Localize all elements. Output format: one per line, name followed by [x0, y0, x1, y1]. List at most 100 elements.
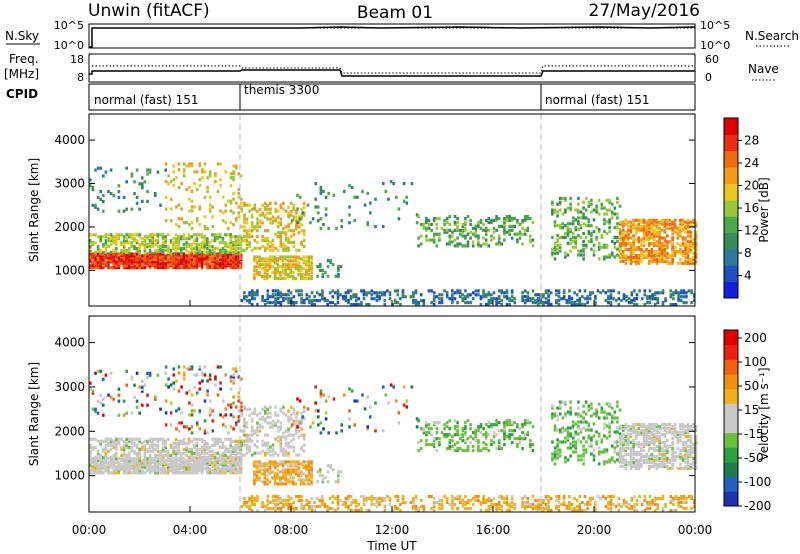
power-cell — [619, 232, 622, 236]
velocity-cell — [564, 414, 567, 418]
power-cell — [387, 197, 390, 201]
velocity-cell — [271, 470, 274, 474]
power-cell — [503, 218, 506, 223]
power-cell — [174, 241, 178, 245]
power-cell — [269, 301, 272, 305]
power-cell — [621, 238, 625, 242]
power-cell — [282, 231, 285, 235]
velocity-cell — [122, 399, 126, 403]
power-cell — [156, 258, 160, 262]
velocity-cell — [120, 465, 123, 469]
colorbar-swatch — [724, 183, 738, 201]
power-cell — [556, 239, 559, 243]
power-cell — [684, 255, 687, 259]
velocity-cell — [154, 443, 157, 447]
power-cell — [182, 256, 186, 260]
power-cell — [314, 182, 317, 186]
velocity-cell — [619, 454, 622, 458]
velocity-cell — [164, 399, 168, 403]
power-cell — [438, 297, 441, 301]
power-cell — [668, 261, 672, 265]
velocity-cell — [177, 451, 180, 455]
velocity-cell — [104, 453, 108, 457]
power-cell — [566, 226, 570, 230]
power-cell — [640, 224, 643, 228]
power-cell — [203, 226, 207, 231]
power-cell — [319, 189, 323, 193]
power-cell — [208, 266, 212, 270]
power-cell — [234, 245, 238, 249]
velocity-cell — [174, 453, 178, 457]
power-cell — [261, 213, 264, 217]
power-cell — [286, 259, 290, 263]
velocity-cell — [245, 425, 249, 429]
power-cell — [198, 164, 202, 168]
power-cell — [634, 246, 638, 250]
power-cell — [104, 239, 108, 243]
velocity-cell — [245, 433, 249, 437]
power-cell — [388, 291, 392, 295]
power-cell — [104, 248, 108, 253]
power-cell — [89, 252, 92, 256]
velocity-cell — [647, 422, 651, 427]
velocity-cell — [237, 447, 240, 451]
power-cell — [232, 266, 235, 270]
power-cell — [120, 254, 123, 258]
power-cell — [469, 236, 472, 240]
power-cell — [169, 264, 173, 268]
power-cell — [686, 234, 690, 238]
power-cell — [130, 207, 134, 211]
power-cell — [653, 293, 657, 297]
power-cell — [553, 241, 557, 245]
power-cell — [177, 262, 180, 266]
power-cell — [438, 232, 441, 236]
velocity-cell — [148, 461, 152, 465]
power-cell — [161, 264, 165, 268]
power-cell — [521, 295, 524, 299]
power-cell — [392, 182, 395, 186]
power-cell — [281, 255, 285, 259]
velocity-cell — [206, 455, 209, 459]
power-cell — [571, 245, 575, 249]
velocity-cell — [159, 467, 162, 471]
velocity-cell — [271, 449, 275, 453]
velocity-cell — [279, 443, 283, 447]
power-cell — [164, 237, 167, 241]
velocity-cell — [634, 432, 638, 436]
velocity-cell — [348, 409, 351, 413]
velocity-cell — [497, 439, 501, 443]
velocity-cell — [154, 455, 157, 459]
velocity-cell — [180, 455, 183, 459]
velocity-cell — [206, 465, 209, 469]
power-cell — [542, 301, 545, 305]
power-cell — [690, 301, 693, 305]
power-cell — [284, 231, 288, 235]
velocity-cell — [229, 463, 232, 467]
power-cell — [497, 295, 501, 299]
power-cell — [668, 226, 672, 230]
power-cell — [464, 297, 467, 301]
velocity-cell — [255, 476, 259, 480]
power-cell — [642, 236, 646, 240]
velocity-cell — [574, 444, 578, 448]
power-cell — [94, 241, 97, 245]
power-cell — [117, 190, 121, 194]
velocity-cell — [642, 430, 646, 435]
velocity-cell — [193, 451, 196, 455]
power-cell — [104, 250, 108, 254]
power-cell — [574, 235, 578, 239]
velocity-cell — [96, 469, 100, 473]
power-cell — [531, 220, 535, 225]
power-cell — [256, 223, 259, 227]
velocity-cell — [587, 444, 591, 448]
velocity-cell — [319, 431, 323, 435]
power-cell — [582, 231, 585, 236]
velocity-cell — [148, 373, 152, 377]
velocity-cell — [243, 439, 246, 443]
velocity-cell — [229, 445, 232, 449]
power-cell — [508, 224, 511, 228]
power-cell — [130, 254, 134, 258]
power-cell — [289, 267, 293, 271]
power-cell — [619, 253, 622, 258]
velocity-cell — [141, 461, 144, 465]
